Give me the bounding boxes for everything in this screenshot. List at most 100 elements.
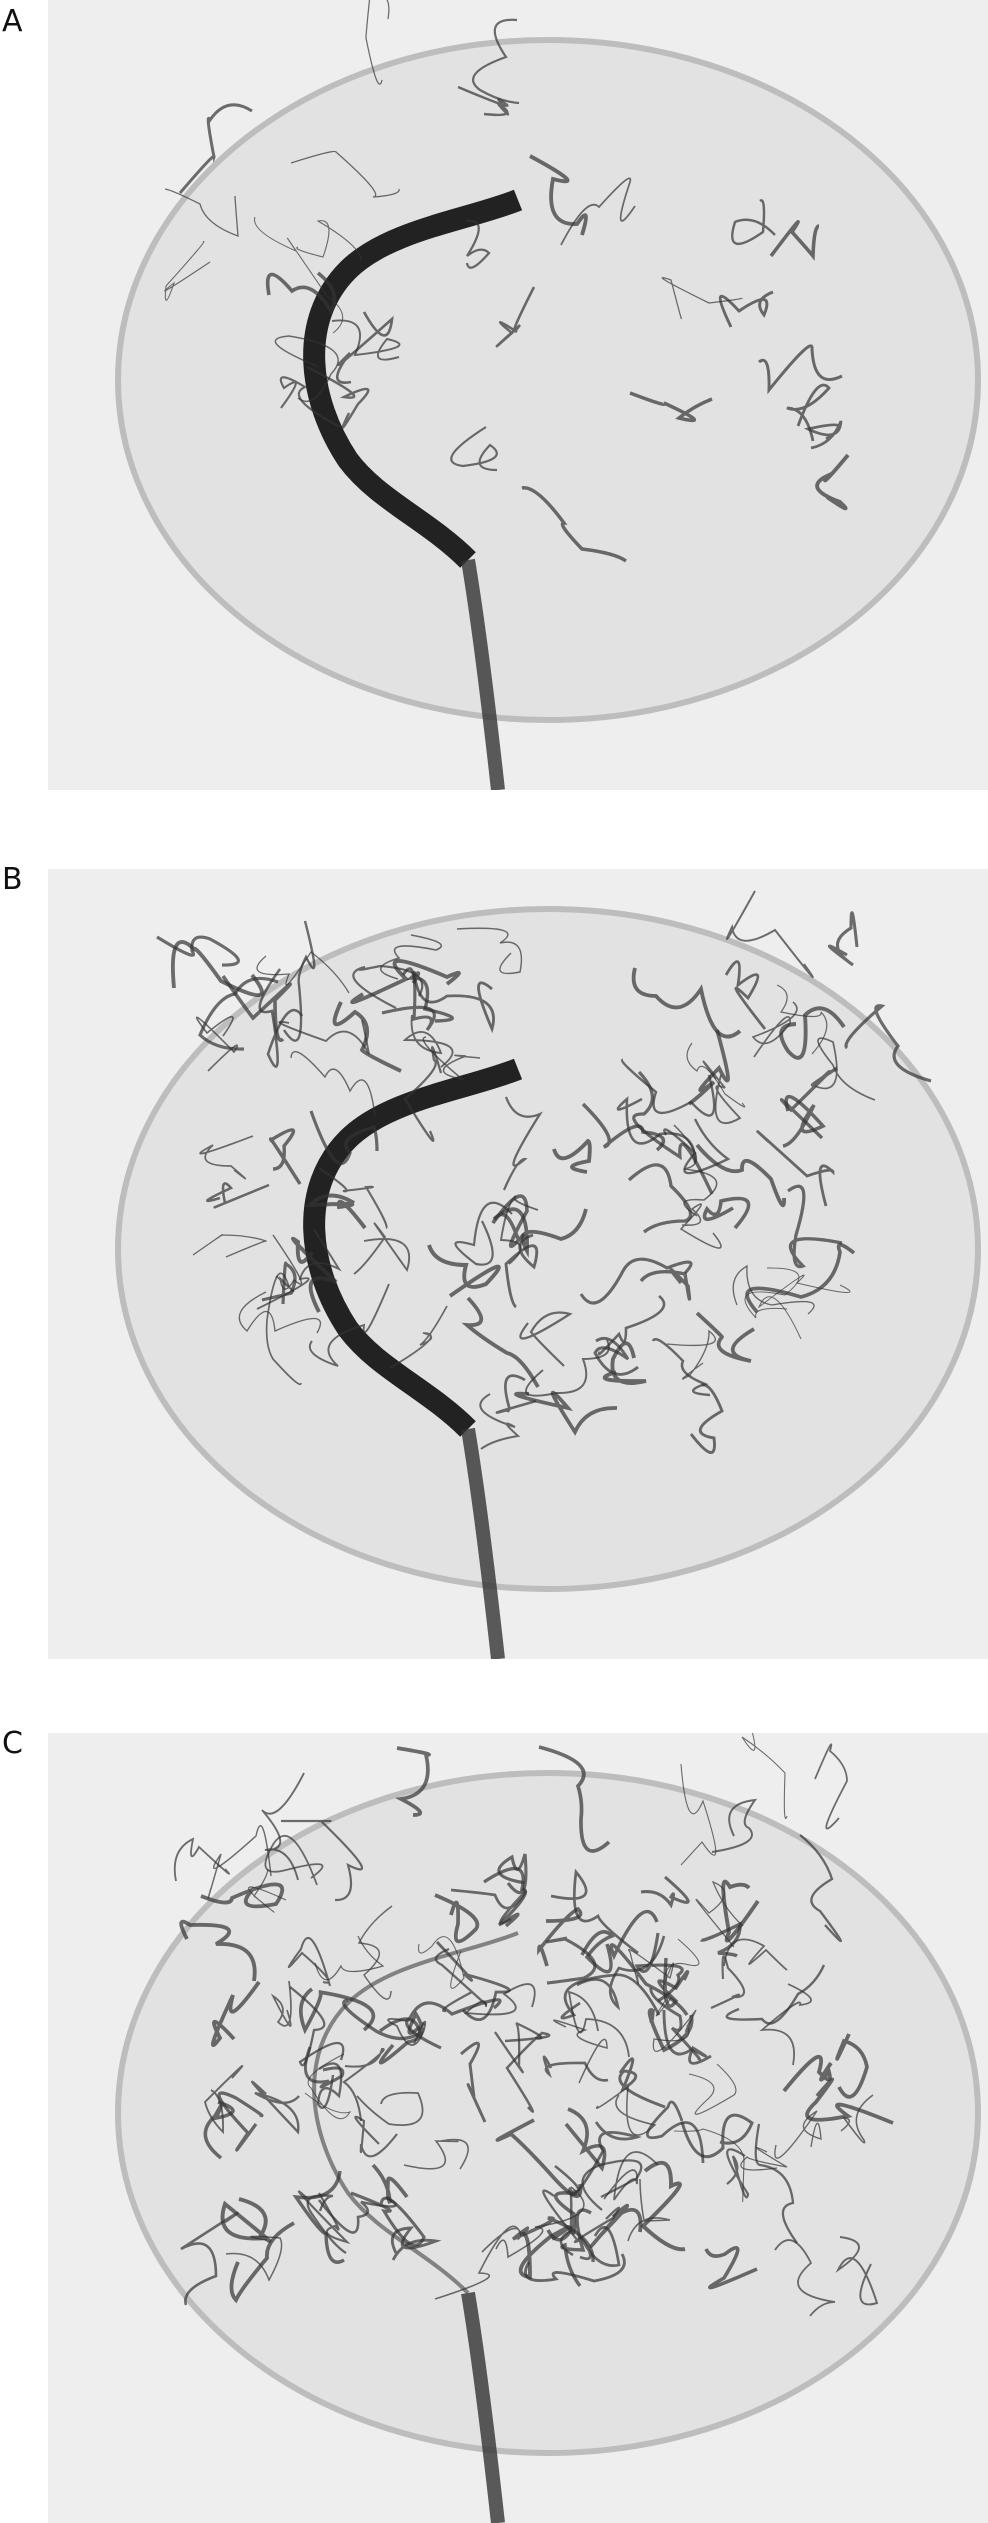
- vessel: [332, 1001, 402, 1073]
- vessel: [265, 271, 337, 315]
- vessel: [309, 1110, 379, 1166]
- vessel: [680, 1763, 717, 1866]
- vessel: [731, 199, 776, 246]
- vessel: [238, 1291, 322, 1334]
- vessel: [502, 1096, 543, 1191]
- vessel: [258, 968, 304, 1068]
- vessel: [272, 1234, 303, 1293]
- neck-vessel: [461, 1427, 505, 1659]
- vessel: [342, 2047, 385, 2122]
- vessel: [357, 1905, 393, 2000]
- skull: [115, 906, 981, 1592]
- vessel: [718, 290, 774, 328]
- vessel: [221, 974, 292, 1042]
- vessel: [553, 2019, 608, 2084]
- vessel: [514, 1390, 618, 1436]
- vessel: [814, 1037, 876, 1101]
- vessel: [450, 426, 498, 472]
- vessel: [254, 216, 344, 334]
- vessel: [200, 1882, 285, 1909]
- vessel: [589, 2203, 643, 2248]
- vessel: [495, 1374, 537, 1414]
- vessel: [270, 1980, 292, 2027]
- vessel: [450, 1888, 528, 1925]
- vessel: [354, 2115, 398, 2158]
- vessel: [757, 1274, 851, 1340]
- vessel: [427, 1244, 501, 1298]
- vessel: [281, 1819, 364, 1902]
- vessel: [287, 1937, 331, 1987]
- vessel: [164, 241, 211, 301]
- carotid: [303, 1058, 523, 1437]
- vessel: [422, 1036, 481, 1081]
- panel-label: C: [2, 1726, 23, 1761]
- vessel: [695, 1311, 755, 1363]
- vessel: [394, 1746, 431, 1817]
- vessel: [519, 1311, 573, 1367]
- vessel: [779, 1006, 846, 1060]
- carotid: [303, 189, 523, 568]
- vessel: [494, 2021, 543, 2074]
- carotid: [312, 1931, 519, 2295]
- vessel: [350, 959, 461, 1005]
- vessel: [758, 344, 843, 395]
- vessel: [335, 311, 394, 384]
- vessel: [304, 2053, 352, 2120]
- vessel: [179, 1919, 257, 1982]
- vessel: [297, 2190, 351, 2245]
- vessel: [579, 1257, 693, 1305]
- vessel: [657, 1957, 690, 2008]
- vessel: [196, 1015, 239, 1072]
- vessel: [199, 1135, 254, 1180]
- vessel: [389, 1305, 448, 1369]
- vessel: [290, 1051, 376, 1117]
- vessel: [491, 1194, 529, 1248]
- vessel: [318, 1167, 388, 1230]
- vessel: [435, 1941, 511, 2021]
- vessel: [479, 1393, 521, 1450]
- vessel: [203, 2065, 244, 2135]
- vessel: [725, 1964, 826, 2025]
- vessel: [457, 85, 510, 117]
- vessel: [786, 383, 831, 442]
- vessel: [745, 1242, 856, 1314]
- vessel: [198, 976, 279, 1051]
- vessel: [292, 2170, 345, 2264]
- vessel: [454, 1201, 513, 1266]
- vessel: [265, 1272, 302, 1386]
- vessel: [595, 2085, 657, 2136]
- vessel: [192, 1233, 267, 1258]
- vessel: [256, 1229, 342, 1310]
- vessel: [316, 2062, 343, 2109]
- vessel: [434, 1893, 480, 1944]
- vessel: [387, 2017, 427, 2046]
- vessel: [567, 1990, 630, 2058]
- vessel: [495, 2118, 583, 2198]
- vessel: [602, 1341, 647, 1385]
- vessel: [268, 1128, 302, 1185]
- vessel: [463, 1983, 536, 2016]
- vessel: [405, 1998, 502, 2050]
- vessel: [661, 277, 743, 320]
- vessel: [649, 1987, 701, 2061]
- vessel: [173, 1837, 230, 1882]
- vessel: [639, 1268, 692, 1301]
- neck-vessel: [461, 2291, 505, 2523]
- vessel: [365, 0, 390, 85]
- vessel: [504, 2031, 551, 2113]
- vessel: [178, 103, 253, 194]
- vessel: [291, 1236, 338, 1313]
- vessel: [550, 1868, 639, 1955]
- vessel: [229, 2221, 295, 2304]
- vessel: [651, 1338, 711, 1397]
- vessel: [744, 1267, 800, 1319]
- vessel: [282, 920, 316, 1042]
- vessel: [704, 2245, 758, 2290]
- vessel: [542, 2055, 609, 2082]
- vessel: [552, 1138, 592, 1174]
- vessel: [679, 1203, 722, 1249]
- vessel: [579, 2225, 621, 2267]
- vessel: [356, 2091, 424, 2126]
- vessel: [314, 1935, 385, 1981]
